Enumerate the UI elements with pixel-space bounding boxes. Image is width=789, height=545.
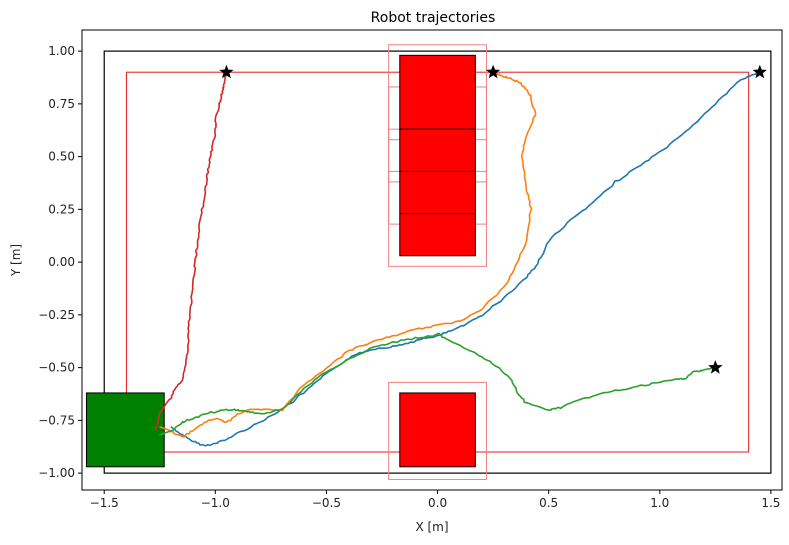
y-tick-label-3: −0.25 [38, 308, 75, 322]
obstacle-margin-4 [388, 381, 487, 480]
x-tick-label-2: −0.5 [312, 496, 341, 510]
x-tick-label-1: −1.0 [201, 496, 230, 510]
trajectory-1 [159, 71, 537, 438]
y-tick-label-6: 0.50 [48, 150, 75, 164]
y-tick-label-8: 1.00 [48, 44, 75, 58]
x-tick-label-0: −1.5 [90, 496, 119, 510]
y-tick-label-4: 0.00 [48, 255, 75, 269]
y-axis: −1.00 −0.75 −0.50 −0.25 0.00 0.25 0.50 0.75 1.00 [38, 44, 82, 480]
x-tick-label-3: 0.0 [428, 496, 447, 510]
arena-outer-boundary [103, 50, 772, 474]
x-axis-label: X [m] [415, 520, 448, 534]
trajectory-2 [159, 332, 716, 436]
axes-frame [81, 29, 783, 491]
x-tick-label-4: 0.5 [539, 496, 558, 510]
y-axis-label: Y [m] [9, 244, 23, 277]
trajectory-3 [154, 71, 228, 431]
goal-star-0 [219, 64, 234, 79]
y-tick-label-5: 0.25 [48, 202, 75, 216]
y-tick-label-2: −0.50 [38, 361, 75, 375]
goal-star-2 [752, 64, 767, 79]
obstacle-1 [399, 392, 476, 468]
x-tick-label-6: 1.5 [761, 496, 780, 510]
y-tick-label-7: 0.75 [48, 97, 75, 111]
y-tick-label-1: −0.75 [38, 413, 75, 427]
x-axis: −1.5 −1.0 −0.5 0.0 0.5 1.0 1.5 [90, 490, 780, 510]
start-zone [85, 392, 165, 468]
obstacle-0 [399, 54, 476, 257]
plot-area [85, 44, 772, 480]
goal-star-1 [486, 64, 501, 79]
y-tick-label-0: −1.00 [38, 466, 75, 480]
trajectory-0 [170, 71, 761, 447]
goal-star-3 [708, 360, 723, 374]
chart-title: Robot trajectories [371, 10, 496, 26]
x-tick-label-5: 1.0 [650, 496, 669, 510]
